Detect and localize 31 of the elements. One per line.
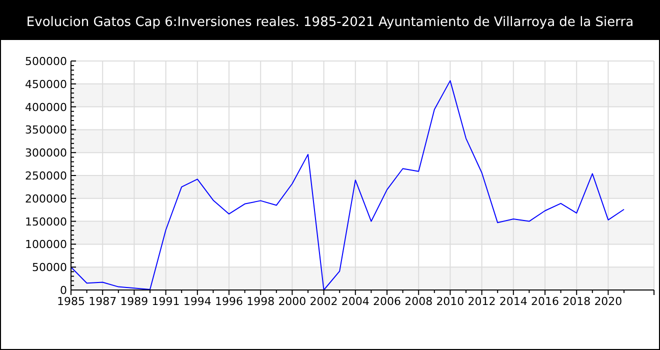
y-tick-label: 250000 xyxy=(25,170,67,182)
x-tick-label: 1985 xyxy=(57,295,85,308)
x-tick-label: 1998 xyxy=(246,295,275,308)
chart-title: Evolucion Gatos Cap 6:Inversiones reales. 1985-2021 Ayuntamiento de Villarroya de la Sierra xyxy=(26,15,634,30)
x-tick-label: 2018 xyxy=(562,295,591,308)
x-tick-label: 2000 xyxy=(278,295,306,308)
y-tick-label: 0 xyxy=(60,284,67,297)
y-tick-label: 400000 xyxy=(25,100,67,114)
x-tick-label: 2008 xyxy=(404,295,433,308)
x-tick-label: 2010 xyxy=(436,295,464,308)
line-series xyxy=(70,80,624,290)
x-tick-label: 1987 xyxy=(88,295,117,308)
x-tick-label: 2020 xyxy=(594,295,622,308)
x-tick-label: 2006 xyxy=(373,295,401,308)
x-tick-label: 1991 xyxy=(152,295,180,308)
x-tick-label: 1996 xyxy=(215,295,243,308)
x-tick-label: 2004 xyxy=(341,295,370,308)
x-tick-label: 2016 xyxy=(531,295,559,308)
x-tick-label: 2014 xyxy=(499,295,528,308)
y-tick-label: 100000 xyxy=(25,238,67,252)
y-tick-label: 500000 xyxy=(25,55,67,68)
y-tick-label: 200000 xyxy=(25,192,67,206)
y-tick-label: 450000 xyxy=(25,78,67,91)
x-tick-label: 1989 xyxy=(120,295,148,308)
y-tick-label: 150000 xyxy=(25,215,67,228)
y-tick-label: 300000 xyxy=(25,146,67,160)
y-tick-label: 50000 xyxy=(32,261,67,274)
x-tick-label: 2012 xyxy=(468,295,496,308)
x-tick-label: 1994 xyxy=(183,295,212,308)
y-tick-label: 350000 xyxy=(25,124,67,137)
x-tick-label: 2002 xyxy=(310,295,338,308)
